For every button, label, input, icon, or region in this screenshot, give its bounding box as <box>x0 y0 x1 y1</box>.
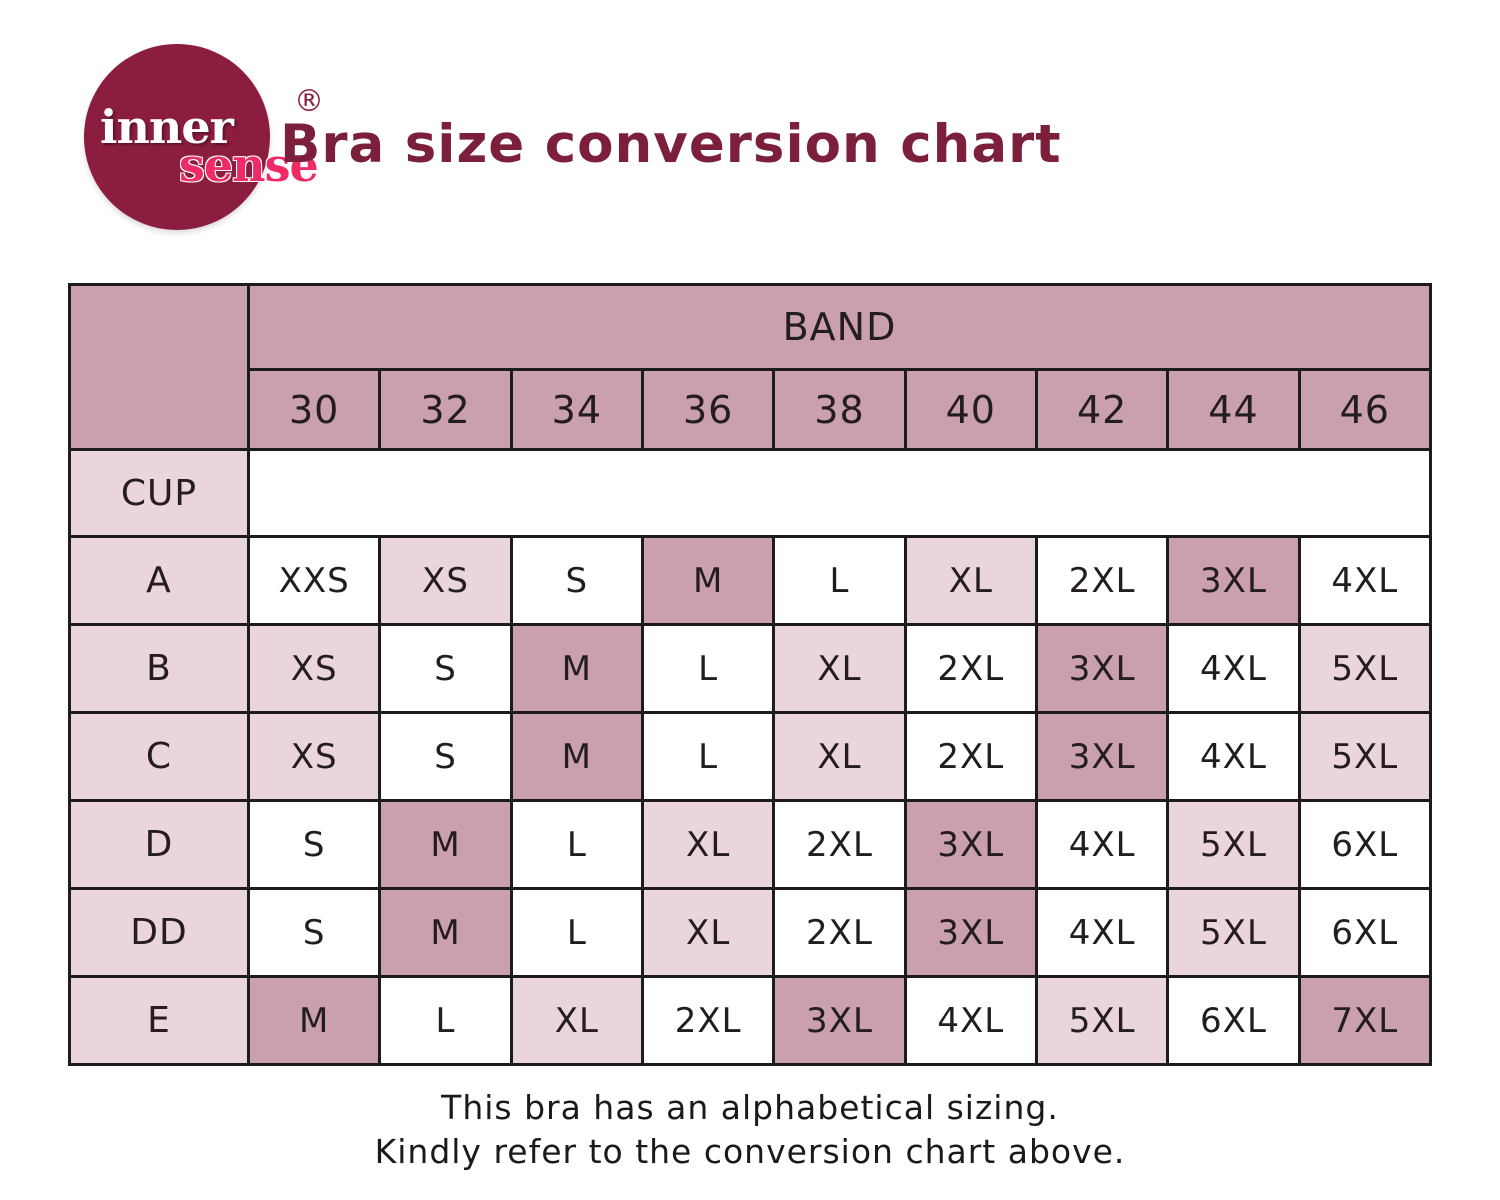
size-cell: 3XL <box>903 799 1038 890</box>
cup-row-label: D <box>68 799 250 890</box>
footer-note: This bra has an alphabetical sizing. Kin… <box>0 1086 1500 1173</box>
table-row: E M L XL 2XL 3XL 4XL 5XL 6XL 7XL <box>68 975 1433 1066</box>
size-cell: S <box>509 535 644 626</box>
size-cell: XL <box>640 799 776 890</box>
cup-row-label: DD <box>68 887 250 978</box>
size-cell: XL <box>772 623 907 714</box>
band-size-cell: 46 <box>1297 368 1433 451</box>
size-cell: 6XL <box>1297 887 1433 978</box>
size-grid-body: A XXS XS S M L XL 2XL 3XL 4XL B XS S M L XL 2XL 3XL 4XL 5XL… <box>68 535 1433 1066</box>
size-cell: 3XL <box>772 975 907 1066</box>
size-cell: L <box>378 975 513 1066</box>
logo-inner-text: inner <box>100 100 234 154</box>
size-cell: L <box>509 799 644 890</box>
size-cell: L <box>640 711 776 802</box>
brand-logo: inner sense <box>84 44 319 230</box>
cup-empty-cell <box>247 448 1432 538</box>
size-cell: S <box>378 711 513 802</box>
size-cell: 2XL <box>772 887 907 978</box>
size-cell: 2XL <box>772 799 907 890</box>
size-cell: 4XL <box>1034 887 1170 978</box>
logo-sense-text: sense <box>179 138 319 192</box>
size-cell: 5XL <box>1166 887 1301 978</box>
size-cell: 7XL <box>1297 975 1433 1066</box>
size-cell: 4XL <box>1166 623 1301 714</box>
size-cell: 5XL <box>1297 623 1433 714</box>
size-cell: L <box>640 623 776 714</box>
band-size-cell: 44 <box>1166 368 1301 451</box>
table-row: DD S M L XL 2XL 3XL 4XL 5XL 6XL <box>68 887 1433 978</box>
size-cell: M <box>509 711 644 802</box>
size-cell: 3XL <box>1166 535 1301 626</box>
cup-row-label: B <box>68 623 250 714</box>
table-row: B XS S M L XL 2XL 3XL 4XL 5XL <box>68 623 1433 714</box>
band-size-cell: 40 <box>903 368 1038 451</box>
footer-note-line1: This bra has an alphabetical sizing. <box>441 1088 1059 1127</box>
cup-label-cell: CUP <box>68 448 250 538</box>
size-cell: M <box>246 975 382 1066</box>
size-cell: 4XL <box>1034 799 1170 890</box>
size-cell: XL <box>903 535 1038 626</box>
size-cell: 5XL <box>1166 799 1301 890</box>
size-cell: 2XL <box>1034 535 1170 626</box>
size-cell: 4XL <box>903 975 1038 1066</box>
size-cell: S <box>378 623 513 714</box>
band-size-cell: 32 <box>378 368 513 451</box>
size-cell: 5XL <box>1034 975 1170 1066</box>
band-size-cell: 34 <box>509 368 644 451</box>
size-cell: XS <box>246 711 382 802</box>
size-cell: 2XL <box>903 623 1038 714</box>
size-cell: M <box>378 887 513 978</box>
table-row: C XS S M L XL 2XL 3XL 4XL 5XL <box>68 711 1433 802</box>
size-cell: 6XL <box>1297 799 1433 890</box>
size-cell: 3XL <box>1034 711 1170 802</box>
band-size-cell: 42 <box>1034 368 1170 451</box>
size-conversion-table: BAND 30 32 34 36 38 40 42 44 46 CUP A XXS XS S M L XL 2… <box>68 283 1433 1066</box>
band-sizes-row: 30 32 34 36 38 40 42 44 46 <box>70 368 1433 451</box>
size-cell: 4XL <box>1166 711 1301 802</box>
size-cell: XXS <box>246 535 382 626</box>
size-cell: L <box>772 535 907 626</box>
cup-row-label: E <box>68 975 250 1066</box>
size-cell: XL <box>640 887 776 978</box>
table-row: D S M L XL 2XL 3XL 4XL 5XL 6XL <box>68 799 1433 890</box>
size-cell: 5XL <box>1297 711 1433 802</box>
page-title: Bra size conversion chart <box>280 114 1062 175</box>
band-size-cell: 36 <box>640 368 776 451</box>
size-cell: 2XL <box>903 711 1038 802</box>
cup-row-label: A <box>68 535 250 626</box>
size-cell: XS <box>246 623 382 714</box>
size-cell: 3XL <box>1034 623 1170 714</box>
size-cell: M <box>509 623 644 714</box>
size-cell: 6XL <box>1166 975 1301 1066</box>
size-cell: XL <box>509 975 644 1066</box>
band-size-cell: 38 <box>772 368 907 451</box>
size-cell: 4XL <box>1297 535 1433 626</box>
footer-note-line2: Kindly refer to the conversion chart abo… <box>374 1131 1126 1171</box>
band-size-cell: 30 <box>246 368 382 451</box>
size-cell: M <box>640 535 776 626</box>
size-cell: S <box>246 799 382 890</box>
size-cell: L <box>509 887 644 978</box>
size-cell: XL <box>772 711 907 802</box>
size-cell: XS <box>378 535 513 626</box>
size-cell: S <box>246 887 382 978</box>
size-cell: M <box>378 799 513 890</box>
table-row: A XXS XS S M L XL 2XL 3XL 4XL <box>68 535 1433 626</box>
registered-trademark-icon: ® <box>294 84 324 119</box>
cup-row-label: C <box>68 711 250 802</box>
size-cell: 3XL <box>903 887 1038 978</box>
band-header-cell: BAND <box>247 283 1432 371</box>
corner-cell <box>68 283 250 451</box>
size-cell: 2XL <box>640 975 776 1066</box>
